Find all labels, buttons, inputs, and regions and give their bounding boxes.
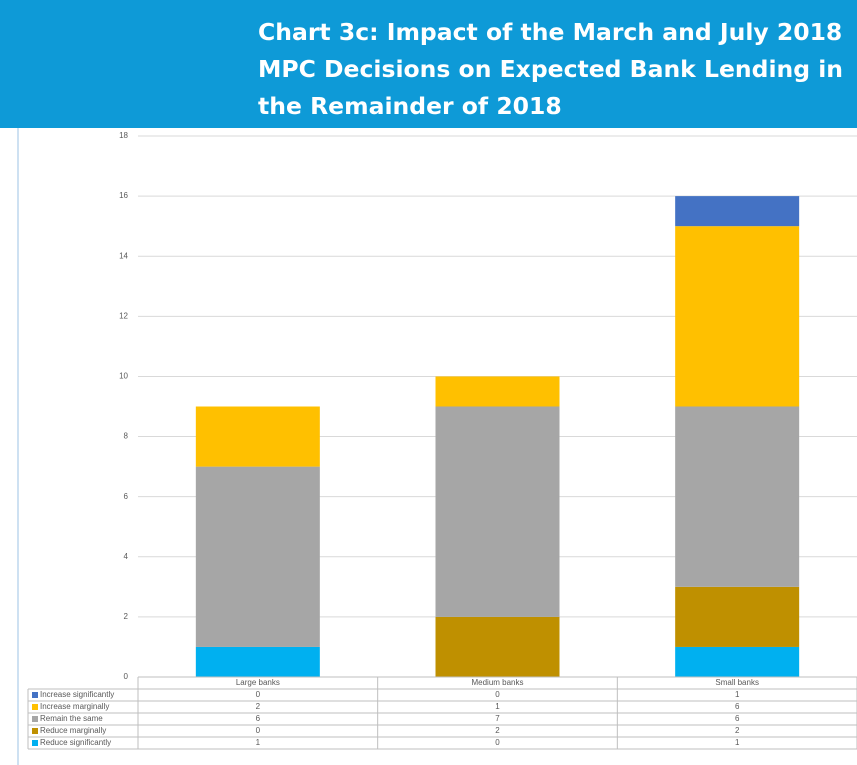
table-value: 1: [495, 702, 500, 711]
table-value: 6: [256, 714, 261, 723]
header-band: [0, 0, 857, 128]
legend-label: Increase marginally: [40, 702, 109, 711]
table-value: 0: [495, 738, 500, 747]
y-tick-label: 14: [119, 251, 128, 260]
table-value: 1: [256, 738, 261, 747]
bar-segment: [675, 586, 800, 647]
chart-title: Chart 3c: Impact of the March and July 2…: [258, 18, 844, 120]
bar-segment: [675, 406, 800, 587]
y-tick-label: 8: [124, 432, 129, 441]
table-value: 0: [495, 690, 500, 699]
bar-segment: [195, 646, 320, 677]
y-tick-label: 10: [119, 372, 128, 381]
legend-swatch: [32, 728, 38, 734]
legend-swatch: [32, 704, 38, 710]
legend-swatch: [32, 716, 38, 722]
bar-segment: [195, 466, 320, 647]
table-value: 6: [735, 714, 740, 723]
legend-label: Reduce significantly: [40, 738, 111, 747]
y-tick-label: 16: [119, 191, 128, 200]
y-tick-label: 0: [124, 672, 129, 681]
table-value: 2: [256, 702, 261, 711]
table-value: 1: [735, 690, 740, 699]
table-value: 2: [735, 726, 740, 735]
x-tick-label: Medium banks: [471, 678, 523, 687]
bar-segment: [195, 406, 320, 467]
y-tick-label: 2: [124, 612, 129, 621]
bar-segment: [435, 406, 560, 617]
legend-label: Remain the same: [40, 714, 103, 723]
bar-segment: [675, 646, 800, 677]
table-value: 0: [256, 690, 261, 699]
y-tick-label: 12: [119, 311, 128, 320]
y-tick-label: 18: [119, 131, 128, 140]
table-value: 7: [495, 714, 500, 723]
y-tick-label: 6: [124, 492, 129, 501]
table-value: 2: [495, 726, 500, 735]
x-tick-label: Small banks: [715, 678, 759, 687]
legend-label: Reduce marginally: [40, 726, 106, 735]
bar-segment: [435, 616, 560, 677]
table-value: 6: [735, 702, 740, 711]
y-tick-label: 4: [124, 552, 129, 561]
x-tick-label: Large banks: [236, 678, 280, 687]
table-value: 1: [735, 738, 740, 747]
bar-segment: [435, 376, 560, 407]
table-value: 0: [256, 726, 261, 735]
legend-swatch: [32, 692, 38, 698]
bar-segment: [675, 226, 800, 407]
legend-swatch: [32, 740, 38, 746]
bar-segment: [675, 196, 800, 227]
legend-label: Increase significantly: [40, 690, 114, 699]
